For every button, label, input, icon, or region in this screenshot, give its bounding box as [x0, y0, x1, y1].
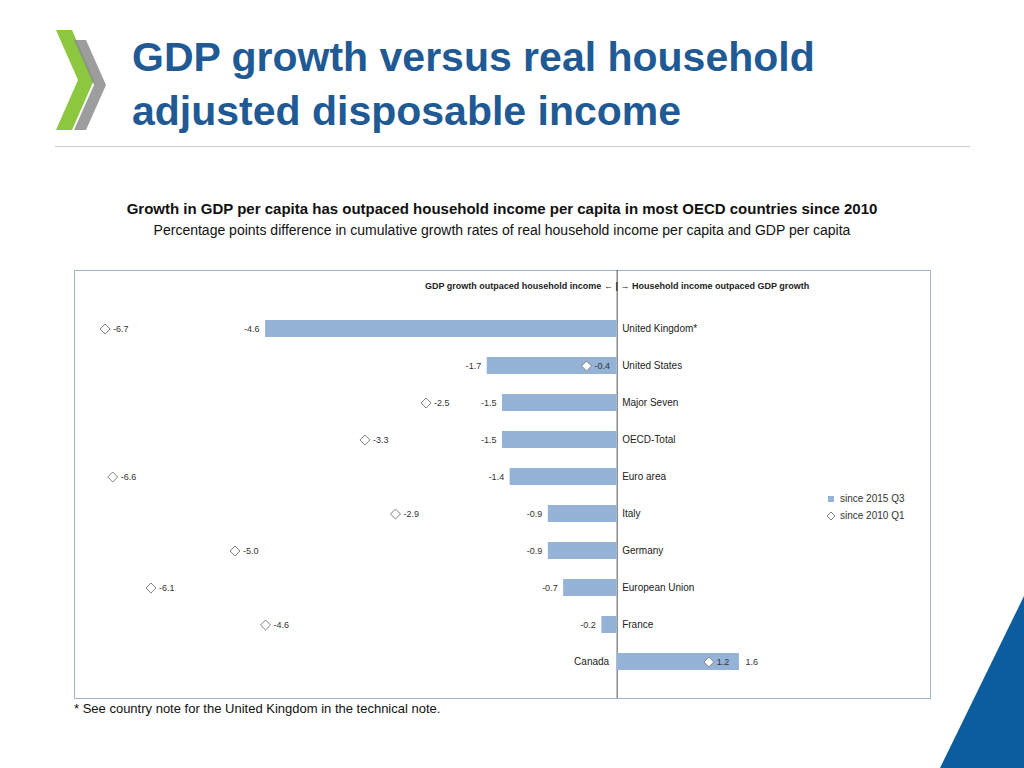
svg-text:1.2: 1.2	[717, 657, 730, 667]
svg-text:-2.5: -2.5	[434, 398, 450, 408]
svg-text:-6.7: -6.7	[113, 324, 129, 334]
svg-text:-0.9: -0.9	[527, 546, 543, 556]
svg-text:-4.6: -4.6	[244, 324, 260, 334]
svg-text:-1.5: -1.5	[481, 435, 497, 445]
svg-text:European Union: European Union	[622, 582, 694, 593]
svg-text:-2.9: -2.9	[404, 509, 420, 519]
svg-text:Major Seven: Major Seven	[622, 397, 678, 408]
svg-text:France: France	[622, 619, 654, 630]
svg-text:Euro area: Euro area	[622, 471, 666, 482]
html-text:Growth in GDP per capita has o: Growth in GDP per capita has outpaced ho…	[126, 200, 878, 217]
html-text:since 2010 Q1: since 2010 Q1	[840, 510, 905, 521]
svg-text:-6.6: -6.6	[121, 472, 137, 482]
svg-text:-5.0: -5.0	[243, 546, 259, 556]
svg-text:-0.7: -0.7	[542, 583, 558, 593]
svg-text:Germany: Germany	[622, 545, 663, 556]
svg-text:United States: United States	[622, 360, 682, 371]
html-text:GDP growth versus real househo: GDP growth versus real household adjuste…	[132, 34, 815, 134]
html-text:Percentage points difference i: Percentage points difference in cumulati…	[153, 222, 851, 238]
svg-text:GDP growth outpaced household: GDP growth outpaced household income ← |…	[425, 281, 809, 291]
svg-text:Canada: Canada	[574, 656, 609, 667]
svg-text:United Kingdom*: United Kingdom*	[622, 323, 697, 334]
svg-text:-1.7: -1.7	[466, 361, 482, 371]
svg-text:-3.3: -3.3	[373, 435, 389, 445]
svg-text:-1.4: -1.4	[489, 472, 505, 482]
svg-text:-0.4: -0.4	[595, 361, 611, 371]
html-text:since 2015 Q3: since 2015 Q3	[840, 493, 905, 504]
svg-text:-1.5: -1.5	[481, 398, 497, 408]
svg-text:-6.1: -6.1	[159, 583, 175, 593]
svg-text:OECD-Total: OECD-Total	[622, 434, 675, 445]
svg-text:-0.9: -0.9	[527, 509, 543, 519]
svg-text:1.6: 1.6	[745, 657, 758, 667]
svg-text:-4.6: -4.6	[274, 620, 290, 630]
svg-text:-0.2: -0.2	[580, 620, 596, 630]
svg-text:Italy: Italy	[622, 508, 640, 519]
html-text:* See country note for the Uni: * See country note for the United Kingdo…	[74, 701, 441, 716]
